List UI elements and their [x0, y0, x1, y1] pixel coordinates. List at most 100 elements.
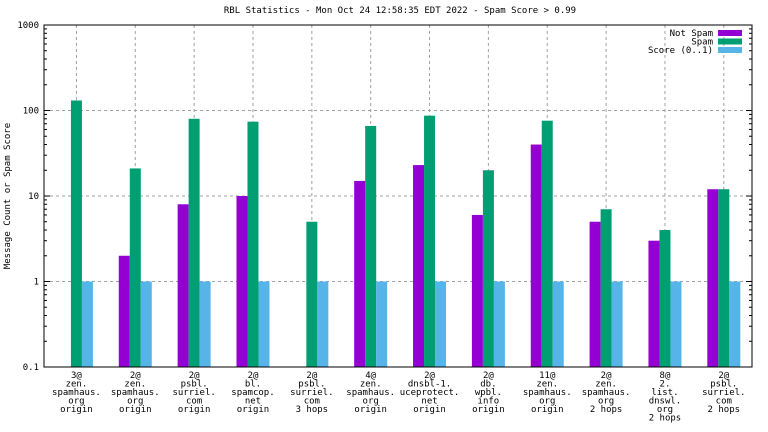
bar-score-0-1 — [199, 281, 211, 367]
x-tick-label-line: psbl. — [181, 380, 208, 390]
x-tick-label-line: wpbl. — [475, 388, 502, 398]
legend-label: Spam — [691, 38, 713, 48]
x-tick-label-line: db. — [480, 380, 496, 390]
x-tick-label-line: spamhaus. — [582, 388, 631, 398]
x-tick-label-line: 8@ — [660, 371, 671, 381]
x-tick-label-line: origin — [237, 405, 270, 415]
x-tick-label-line: 3 hops — [296, 405, 329, 415]
bar-spam — [718, 189, 730, 367]
x-tick-label-line: com — [304, 397, 320, 407]
x-tick-label-line: 2. — [660, 380, 671, 390]
x-tick-label-line: zen. — [360, 380, 382, 390]
y-tick-label: 1000 — [17, 21, 39, 31]
x-tick-label-line: com — [186, 397, 202, 407]
x-tick-label-line: zen. — [595, 380, 617, 390]
x-tick-label-line: spamhaus. — [523, 388, 572, 398]
x-tick-label-line: org — [127, 397, 143, 407]
x-tick-label-line: 2@ — [601, 371, 612, 381]
x-tick-label-line: psbl. — [710, 380, 737, 390]
bar-not-spam — [707, 189, 719, 367]
bar-score-0-1 — [81, 281, 93, 367]
x-tick-label-line: net — [421, 397, 437, 407]
x-tick-label-line: 2@ — [189, 371, 200, 381]
x-tick-label-line: com — [716, 397, 732, 407]
x-tick-label-line: 4@ — [365, 371, 376, 381]
x-tick-label-line: spamhaus. — [346, 388, 395, 398]
y-tick-label: 10 — [28, 192, 39, 202]
x-tick-label-line: org — [68, 397, 84, 407]
bar-not-spam — [413, 165, 425, 367]
bar-score-0-1 — [317, 281, 329, 367]
x-tick-label-line: 2@ — [130, 371, 141, 381]
bar-spam — [70, 100, 82, 368]
bar-not-spam — [648, 240, 660, 367]
x-tick-label-line: uceprotect. — [400, 388, 460, 398]
x-tick-label-line: 2@ — [718, 371, 729, 381]
bar-not-spam — [530, 144, 542, 367]
bar-not-spam — [236, 196, 248, 367]
bar-spam — [659, 230, 671, 367]
x-tick-label-line: origin — [413, 405, 446, 415]
x-tick-label-line: zen. — [66, 380, 88, 390]
legend-label: Score (0..1) — [648, 46, 713, 56]
bar-spam — [306, 221, 318, 367]
bar-spam — [188, 118, 200, 368]
x-tick-label-line: surriel. — [290, 388, 333, 398]
bar-spam — [600, 209, 612, 367]
x-tick-label-line: spamcop. — [231, 388, 274, 398]
x-tick-label-line: org — [363, 397, 379, 407]
x-tick-label-line: 2@ — [248, 371, 259, 381]
chart-title: RBL Statistics - Mon Oct 24 12:58:35 EDT… — [224, 6, 576, 16]
bar-spam — [482, 170, 494, 367]
bar-score-0-1 — [552, 281, 564, 367]
bar-score-0-1 — [258, 281, 270, 367]
x-tick-labels: 3@zen.spamhaus.orgorigin2@zen.spamhaus.o… — [52, 371, 745, 424]
x-tick-label-line: 2@ — [424, 371, 435, 381]
x-tick-label-line: org — [598, 397, 614, 407]
bar-score-0-1 — [140, 281, 152, 367]
bar-score-0-1 — [435, 281, 447, 367]
x-tick-label-line: 2@ — [306, 371, 317, 381]
bar-score-0-1 — [493, 281, 505, 367]
bar-not-spam — [471, 214, 483, 367]
x-tick-label-line: bl. — [245, 380, 261, 390]
bars — [70, 100, 741, 368]
x-tick-label-line: info — [478, 397, 500, 407]
x-tick-label-line: 3@ — [71, 371, 82, 381]
bar-not-spam — [589, 221, 601, 367]
bar-not-spam — [118, 255, 130, 367]
bar-spam — [247, 121, 259, 367]
x-tick-label-line: list. — [651, 388, 678, 398]
x-tick-label-line: 2 hops — [649, 414, 682, 424]
x-tick-label-line: 2@ — [483, 371, 494, 381]
x-tick-label-line: spamhaus. — [111, 388, 160, 398]
x-tick-label-line: origin — [472, 405, 505, 415]
y-tick-labels: 0.1 1 10 100 1000 — [17, 21, 39, 373]
x-tick-label-line: zen. — [124, 380, 146, 390]
legend-swatch — [718, 38, 742, 45]
legend-swatch — [718, 47, 742, 53]
x-tick-label-line: spamhaus. — [52, 388, 101, 398]
bar-score-0-1 — [670, 281, 682, 367]
x-tick-label-line: dnsbl-1. — [408, 380, 451, 390]
bar-spam — [129, 168, 141, 367]
x-tick-label-line: 2 hops — [590, 405, 623, 415]
legend-label: Not Spam — [670, 29, 713, 39]
x-tick-label-line: origin — [531, 405, 564, 415]
bar-not-spam — [177, 204, 189, 367]
x-tick-label-line: 11@ — [539, 371, 556, 381]
x-tick-label-line: origin — [60, 405, 93, 415]
bar-not-spam — [354, 180, 366, 367]
x-tick-label-line: origin — [354, 405, 387, 415]
x-tick-label-line: surriel. — [702, 388, 745, 398]
